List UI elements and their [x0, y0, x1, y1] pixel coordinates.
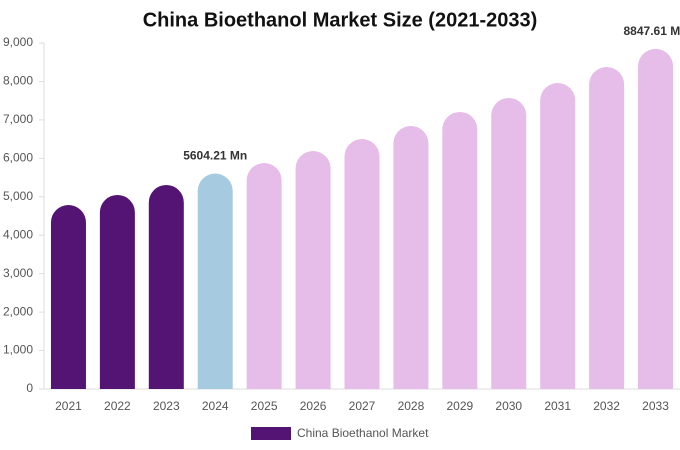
y-tick-label: 0: [26, 381, 33, 395]
value-label: 5604.21 Mn: [183, 149, 247, 163]
bar: [589, 66, 625, 390]
y-tick-label: 3,000: [3, 266, 33, 280]
x-tick-label: 2023: [153, 399, 180, 413]
x-tick-label: 2030: [495, 399, 522, 413]
bar: [442, 111, 478, 389]
x-tick-label: 2028: [398, 399, 425, 413]
bar: [491, 97, 527, 389]
y-tick-label: 4,000: [3, 227, 33, 241]
x-tick-label: 2022: [104, 399, 131, 413]
x-tick-label: 2021: [55, 399, 82, 413]
legend-label: China Bioethanol Market: [297, 426, 429, 440]
x-tick-label: 2026: [300, 399, 327, 413]
x-tick-label: 2024: [202, 399, 229, 413]
x-tick-label: 2029: [446, 399, 473, 413]
bar: [50, 205, 86, 389]
y-tick-label: 6,000: [3, 151, 33, 165]
bar: [246, 162, 282, 389]
bar: [99, 194, 135, 389]
y-tick-label: 9,000: [3, 35, 33, 49]
x-tick-label: 2032: [593, 399, 620, 413]
y-tick-label: 2,000: [3, 304, 33, 318]
bar: [295, 150, 331, 389]
x-tick-label: 2027: [349, 399, 376, 413]
bar: [197, 173, 233, 389]
bar: [540, 82, 576, 389]
value-label: 8847.61 Mn: [624, 24, 680, 38]
legend-swatch: [251, 427, 291, 440]
bar: [344, 138, 380, 389]
y-tick-label: 7,000: [3, 112, 33, 126]
bar: [148, 184, 184, 389]
x-tick-label: 2033: [642, 399, 669, 413]
bar: [393, 125, 429, 390]
y-tick-label: 5,000: [3, 189, 33, 203]
bar: [638, 48, 674, 390]
y-tick-label: 1,000: [3, 343, 33, 357]
x-tick-label: 2025: [251, 399, 278, 413]
x-tick-label: 2031: [544, 399, 571, 413]
y-tick-label: 8,000: [3, 74, 33, 88]
chart-title: China Bioethanol Market Size (2021-2033): [143, 9, 538, 31]
